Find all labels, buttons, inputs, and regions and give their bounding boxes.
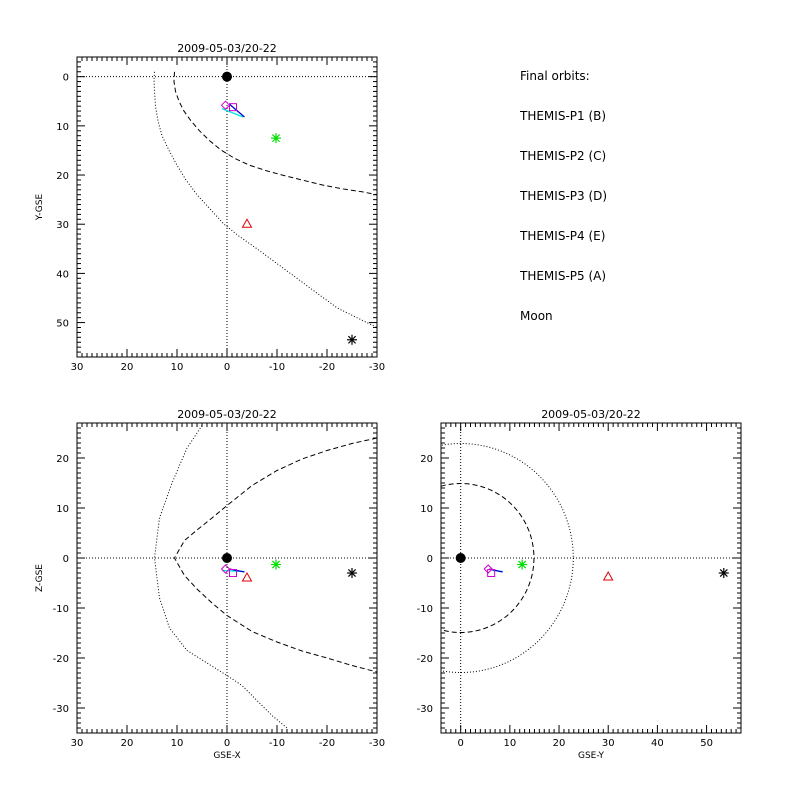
x-tick-label: 0: [224, 738, 230, 749]
plot-area: [441, 423, 741, 733]
p5-diamond-marker: [483, 564, 493, 574]
x-tick-label: 30: [602, 738, 615, 749]
p1-marker: [241, 571, 253, 582]
plot-title: 2009-05-03/20-22: [177, 408, 277, 421]
x-tick-label: -10: [269, 362, 285, 373]
x-tick-label: 40: [651, 738, 664, 749]
magnetopause-curve: [173, 71, 377, 196]
y-axis-label: Z-GSE: [35, 564, 45, 592]
bow-shock-curve: [153, 71, 377, 328]
x-axis-label: GSE-Y: [578, 751, 605, 761]
earth-marker: [222, 553, 232, 563]
x-tick-label: -20: [319, 738, 335, 749]
x-tick-label: 0: [457, 738, 463, 749]
y-tick-label: 30: [56, 220, 69, 231]
x-tick-label: -10: [269, 738, 285, 749]
p5-square-marker: [229, 569, 237, 577]
plot-xz: 30 20 10 0 -10 -20 -30 -30 -20 -10 0 10 20 2009-05-03…: [35, 408, 385, 761]
y-tick-label: 10: [420, 504, 433, 515]
y-tick-label: -30: [53, 704, 69, 715]
x-tick-label: 10: [171, 738, 184, 749]
y-tick-label: -20: [53, 654, 69, 665]
y-tick-label: 0: [427, 554, 433, 565]
x-tick-label: 30: [71, 362, 84, 373]
y-tick-label: -10: [417, 604, 433, 615]
p5-diamond-marker: [220, 564, 231, 574]
legend-panel: Final orbits: THEMIS-P1 (B) THEMIS-P2 (C…: [519, 69, 607, 323]
y-tick-label: 20: [420, 454, 433, 465]
legend-entry-p5: THEMIS-P5 (A): [519, 269, 606, 283]
magnetopause-circle: [441, 483, 535, 633]
plot-title: 2009-05-03/20-22: [177, 42, 277, 55]
moon-marker: [347, 334, 357, 345]
legend-entry-p3: THEMIS-P3 (D): [519, 189, 607, 203]
legend-entry-p2: THEMIS-P2 (C): [519, 149, 606, 163]
p1-marker: [602, 570, 614, 581]
x-tick-label: -20: [319, 362, 335, 373]
x-tick-label: -30: [369, 362, 385, 373]
plot-title: 2009-05-03/20-22: [541, 408, 641, 421]
x-axis-label: GSE-X: [213, 751, 240, 761]
x-tick-label: 10: [171, 362, 184, 373]
y-tick-label: -30: [417, 704, 433, 715]
legend-entry-moon: Moon: [520, 309, 553, 323]
legend-title: Final orbits:: [520, 69, 590, 83]
magnetopause-curve: [173, 437, 377, 673]
y-tick-label: 40: [56, 269, 69, 280]
y-tick-label: 50: [56, 319, 69, 330]
plot-yz: 0 10 20 30 40 50 -30 -20 -10 0 10 20 2009-05-03/20-2…: [417, 408, 742, 761]
x-tick-label: -30: [369, 738, 385, 749]
y-tick-label: 20: [56, 171, 69, 182]
p2-marker: [271, 133, 281, 144]
legend-entry-p4: THEMIS-P4 (E): [519, 229, 605, 243]
bow-shock-circle: [441, 443, 574, 673]
moon-marker: [347, 568, 357, 578]
p2-marker: [517, 559, 528, 570]
y-tick-label: 20: [56, 454, 69, 465]
y-axis-label: Y-GSE: [35, 194, 45, 222]
y-tick-label: 10: [56, 504, 69, 515]
plot-frame: [76, 422, 378, 734]
y-tick-label: 10: [56, 122, 69, 133]
x-tick-label: 0: [224, 362, 230, 373]
plot-frame: [440, 422, 742, 734]
legend-entry-p1: THEMIS-P1 (B): [519, 109, 606, 123]
x-tick-label: 20: [121, 362, 134, 373]
earth-marker: [455, 553, 466, 563]
y-tick-label: -10: [53, 604, 69, 615]
x-tick-label: 20: [553, 738, 566, 749]
plot-area: [77, 57, 377, 357]
p2-marker: [271, 559, 281, 570]
x-tick-label: 30: [71, 738, 84, 749]
y-tick-label: 0: [63, 554, 69, 565]
p5-diamond-marker: [220, 100, 231, 110]
y-tick-label: -20: [417, 654, 433, 665]
bow-shock-curve: [153, 425, 288, 729]
p3-track: [221, 108, 244, 118]
moon-marker: [718, 568, 729, 578]
p1-marker: [241, 218, 253, 228]
plot-area: [77, 423, 377, 733]
p5-square-marker: [229, 103, 237, 112]
earth-marker: [222, 71, 232, 82]
x-tick-label: 20: [121, 738, 134, 749]
x-tick-label: 50: [700, 738, 713, 749]
x-tick-label: 10: [503, 738, 516, 749]
y-tick-label: 0: [63, 73, 69, 84]
plot-xy: 30 20 10 0 -10 -20 -30 0 10 20 30 40 50 2009-05-03/20…: [35, 42, 385, 373]
